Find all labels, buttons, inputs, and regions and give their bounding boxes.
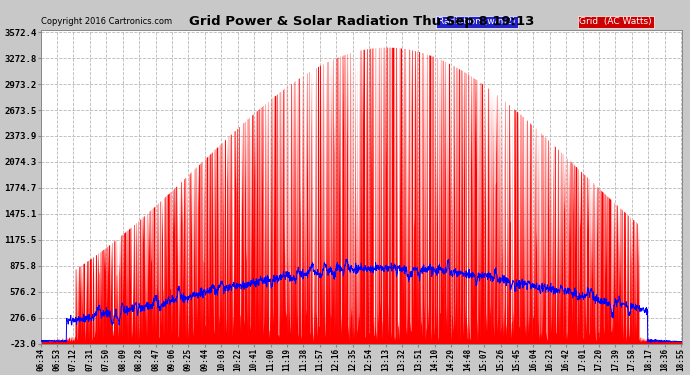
Text: Radiation (w/m2): Radiation (w/m2) [438, 18, 516, 27]
Text: Grid  (AC Watts): Grid (AC Watts) [580, 18, 652, 27]
Text: Copyright 2016 Cartronics.com: Copyright 2016 Cartronics.com [41, 18, 172, 27]
Title: Grid Power & Solar Radiation Thu Sep 8 19:13: Grid Power & Solar Radiation Thu Sep 8 1… [188, 15, 534, 28]
